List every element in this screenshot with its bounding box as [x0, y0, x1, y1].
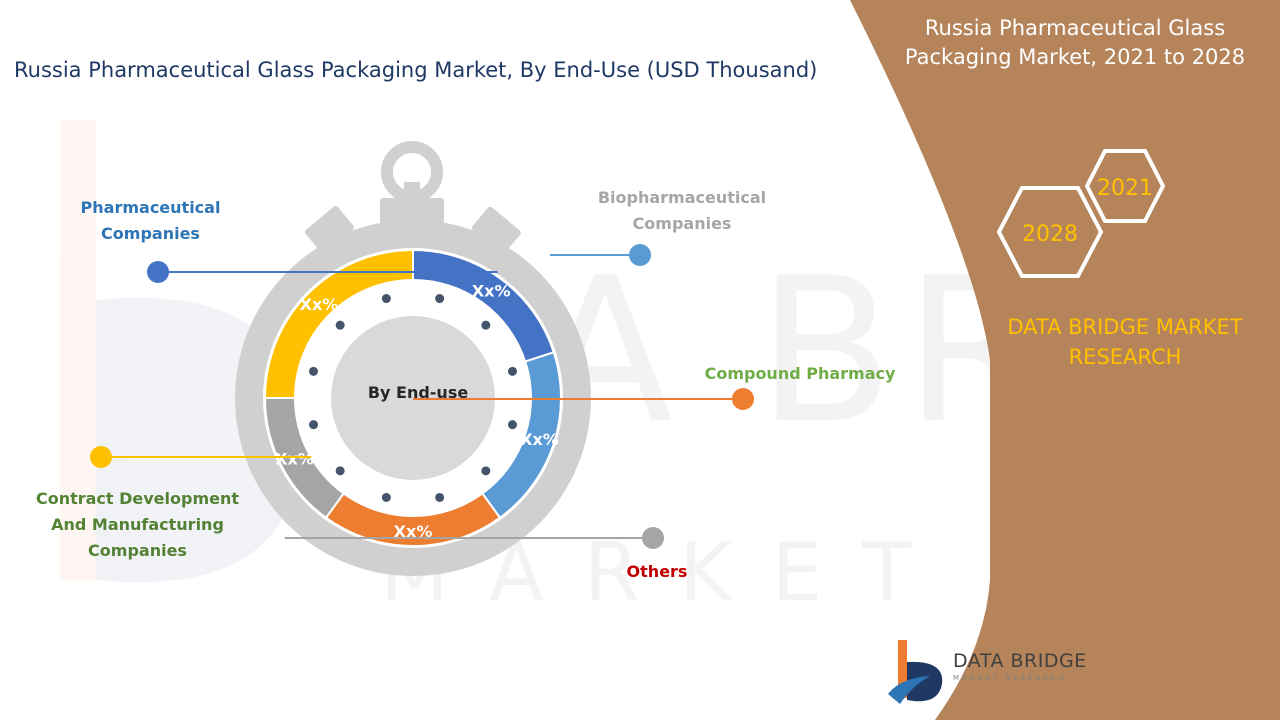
dial-dot [435, 294, 445, 304]
legend-marker-4 [90, 446, 112, 468]
legend-label-biopharmaceutical-companies: Biopharmaceutical Companies [597, 188, 767, 233]
dial-dot [481, 320, 491, 330]
donut-value-labels: Xx% Xx% Xx% Xx% Xx% [275, 281, 559, 541]
dial-dot [335, 466, 345, 476]
logo-tagline: MARKET RESEARCH [953, 674, 1067, 682]
legend-label-others: Others [626, 562, 688, 581]
legend-marker-1 [629, 244, 651, 266]
logo-mark [888, 640, 943, 704]
brand-name: DATA BRIDGE MARKET RESEARCH [1007, 315, 1243, 369]
segment-value-label-2: Xx% [394, 522, 433, 541]
dial-dot [507, 420, 517, 430]
page-title: Russia Pharmaceutical Glass Packaging Ma… [14, 58, 818, 82]
year-2028: 2028 [1022, 222, 1078, 247]
legend-label-contract-development: Contract Development And Manufacturing C… [35, 489, 240, 560]
dial-dot [309, 420, 319, 430]
segment-value-label-4: Xx% [300, 295, 339, 314]
legend-marker-3 [642, 527, 664, 549]
legend-label-compound-pharmacy: Compound Pharmacy [704, 364, 896, 383]
dial-dots [309, 294, 517, 502]
hexagon-2021 [1084, 149, 1166, 223]
dial-dot [481, 466, 491, 476]
legend-marker-0 [147, 261, 169, 283]
leader-lines [90, 244, 754, 549]
center-label: By End-use [368, 383, 469, 402]
dial-dot [381, 492, 391, 502]
legend-label-pharmaceutical-companies: Pharmaceutical Companies [80, 198, 221, 243]
segment-value-label-3: Xx% [275, 449, 314, 468]
side-panel-title: Russia Pharmaceutical Glass Packaging Ma… [904, 16, 1246, 69]
logo-name: DATA BRIDGE [953, 650, 1087, 672]
dial-dot [309, 366, 319, 376]
legend-marker-2 [732, 388, 754, 410]
hexagon-2028 [996, 186, 1104, 278]
side-panel [850, 0, 1280, 720]
dial-dot [381, 294, 391, 304]
year-2021: 2021 [1097, 176, 1153, 201]
dial-dot [507, 366, 517, 376]
dial-dot [435, 492, 445, 502]
segment-value-label-0: Xx% [472, 281, 511, 300]
dial-dot [335, 320, 345, 330]
segment-value-label-1: Xx% [520, 430, 559, 449]
